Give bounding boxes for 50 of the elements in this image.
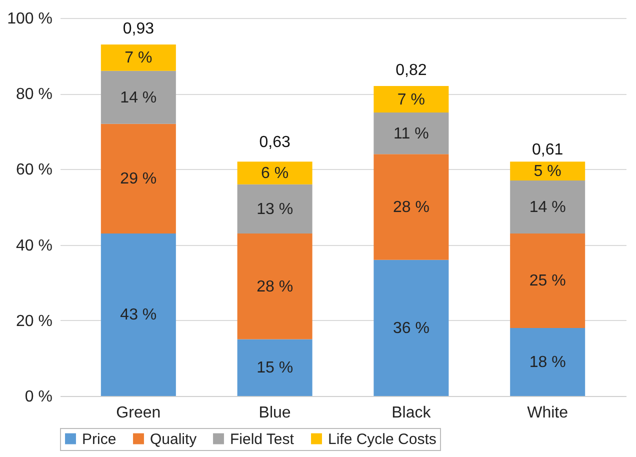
data-label: 43 % bbox=[120, 306, 157, 324]
y-tick-label: 40 % bbox=[16, 237, 52, 254]
x-tick-label: Green bbox=[116, 404, 161, 422]
y-tick-label: 80 % bbox=[16, 86, 52, 104]
bar bbox=[100, 233, 176, 396]
y-tick-label: 60 % bbox=[16, 162, 52, 179]
y-tick-label: 100 % bbox=[7, 10, 52, 28]
x-tick-label: White bbox=[527, 404, 568, 422]
bar bbox=[510, 162, 586, 181]
bar bbox=[237, 162, 312, 184]
bar bbox=[237, 233, 312, 340]
data-label: 29 % bbox=[120, 170, 157, 188]
legend-label: Quality bbox=[150, 430, 198, 448]
legend-label: Life Cycle Costs bbox=[328, 430, 436, 448]
data-label: 14 % bbox=[529, 199, 566, 216]
bar bbox=[374, 260, 449, 396]
bar bbox=[100, 44, 176, 71]
data-label: 18 % bbox=[529, 354, 566, 371]
data-label: 36 % bbox=[392, 320, 430, 337]
data-label: 25 % bbox=[529, 272, 566, 290]
data-label: 28 % bbox=[392, 199, 430, 216]
legend-label: Price bbox=[82, 430, 116, 448]
y-tick-label: 0 % bbox=[24, 388, 52, 406]
data-label: 13 % bbox=[256, 200, 294, 218]
data-label: 15 % bbox=[256, 360, 294, 377]
data-label: 6 % bbox=[261, 164, 289, 182]
bar bbox=[237, 339, 312, 396]
x-tick-label: Black bbox=[392, 404, 432, 422]
bar bbox=[374, 112, 449, 154]
annotation: 0,63 bbox=[259, 134, 290, 151]
annotation: 0,93 bbox=[122, 20, 154, 38]
x-tick-label: Blue bbox=[258, 404, 291, 422]
legend-label: Field Test bbox=[230, 430, 295, 448]
bar bbox=[100, 70, 176, 124]
bar bbox=[374, 154, 449, 260]
data-label: 7 % bbox=[397, 91, 425, 108]
bar bbox=[100, 124, 176, 234]
data-label: 11 % bbox=[394, 125, 429, 142]
data-label: 5 % bbox=[534, 163, 562, 180]
bar bbox=[374, 86, 449, 112]
annotation: 0,61 bbox=[532, 141, 564, 158]
bar bbox=[510, 233, 586, 328]
bar bbox=[510, 328, 586, 396]
bar bbox=[237, 184, 312, 234]
data-label: 14 % bbox=[120, 89, 157, 106]
data-label: 7 % bbox=[124, 50, 152, 67]
data-label: 28 % bbox=[256, 278, 294, 296]
annotation: 0,82 bbox=[396, 62, 427, 80]
y-tick-label: 20 % bbox=[16, 312, 52, 330]
bar bbox=[510, 180, 586, 234]
